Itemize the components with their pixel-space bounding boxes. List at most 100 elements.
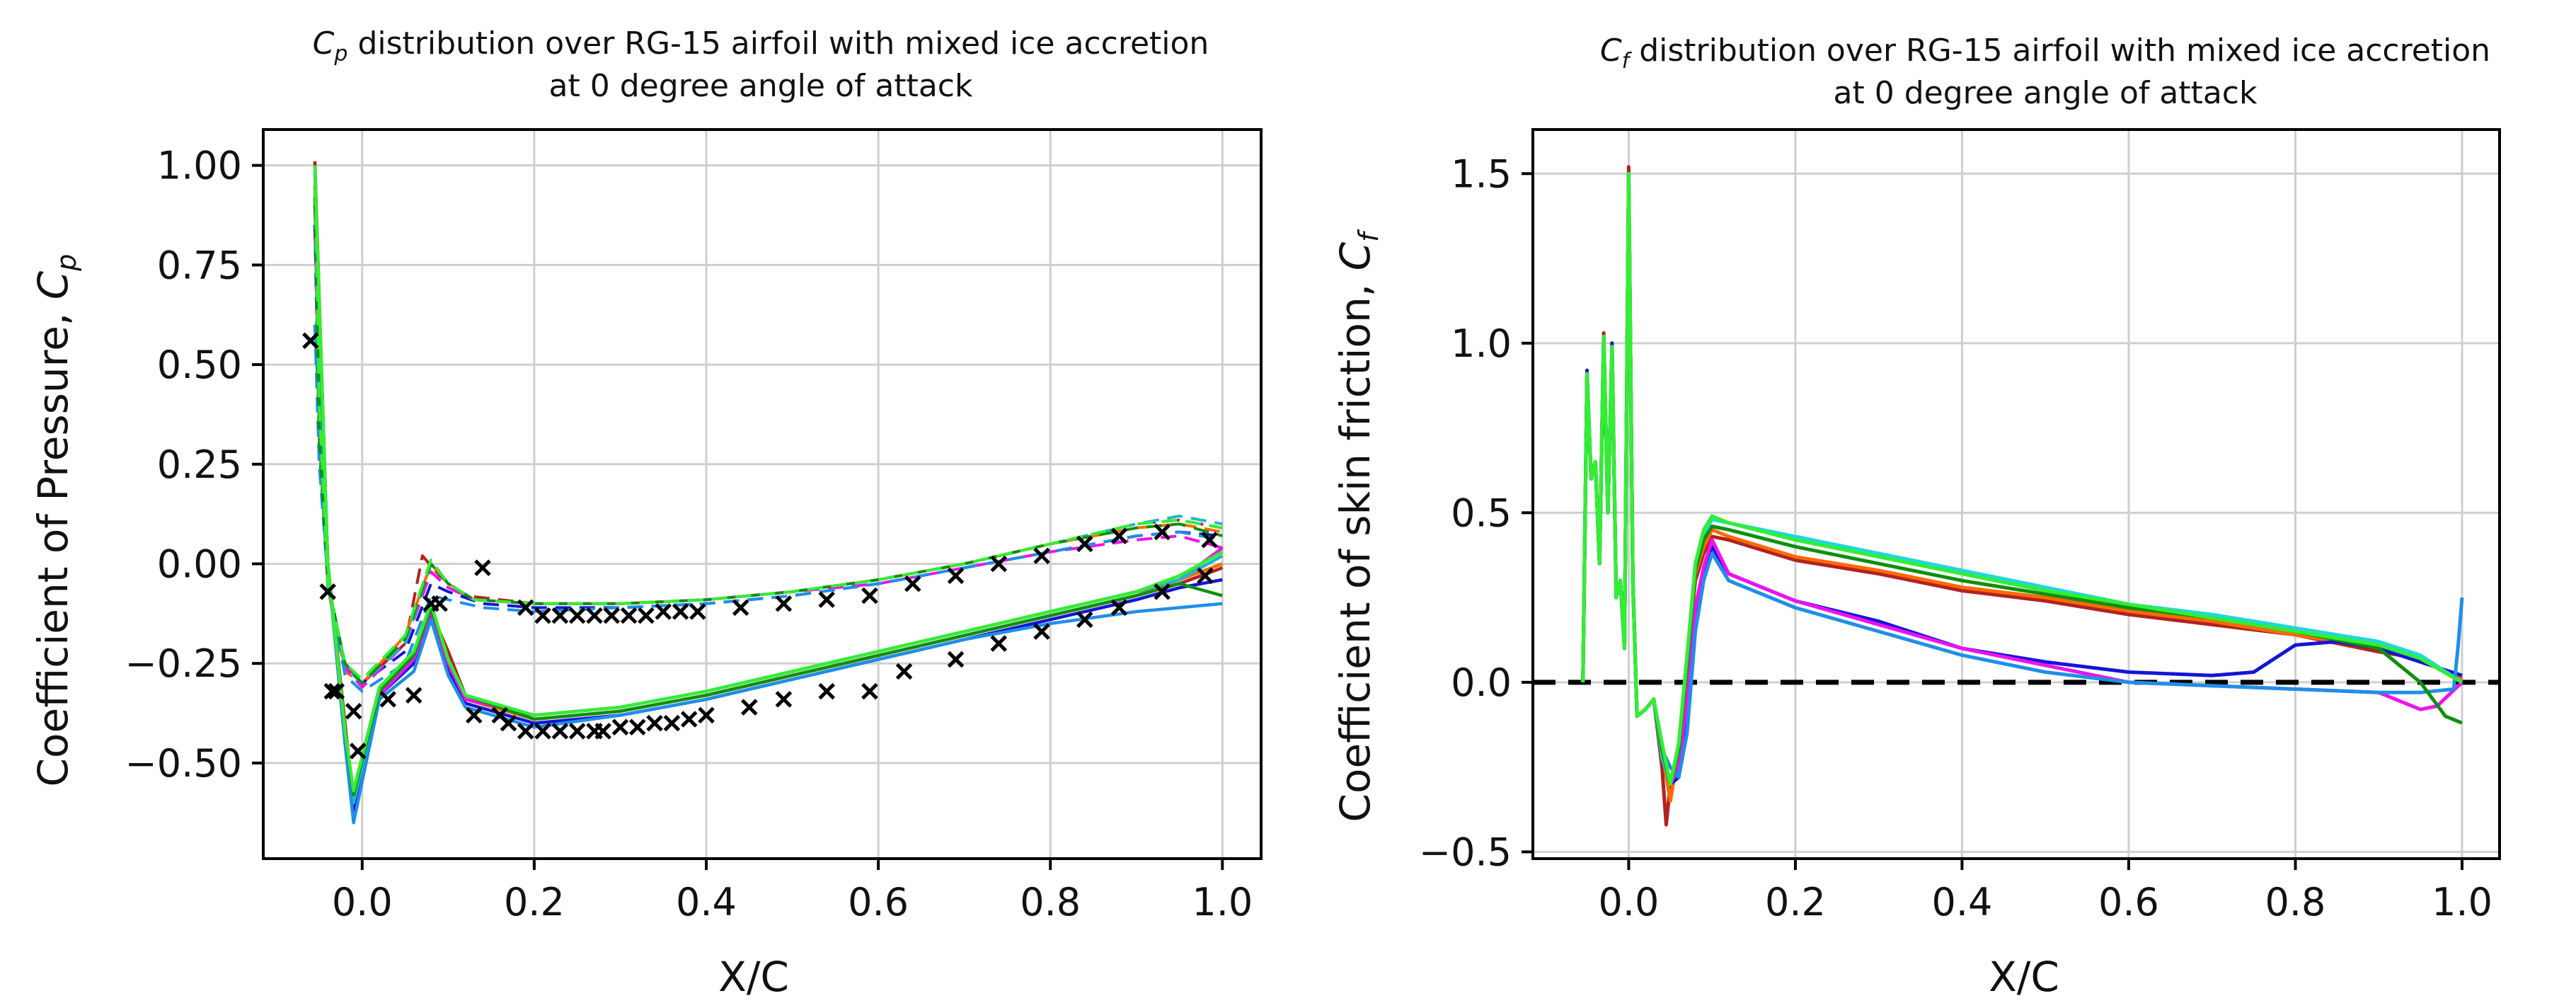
cp-ytick-label-3: 0.25 <box>157 442 242 487</box>
cf-y-axis-label: Coefficient of skin friction, Cf <box>1331 229 1384 823</box>
cp-xtick-label-1: 0.2 <box>504 880 565 924</box>
cp-experimental-point-15 <box>534 723 551 740</box>
cp-experimental-point-2 <box>323 682 341 700</box>
cp-ytick-label-5: −0.25 <box>125 641 242 686</box>
cp-chart: Cp distribution over RG-15 airfoil with … <box>29 25 1263 1001</box>
cp-experimental-point-50 <box>732 599 749 617</box>
cp-experimental-point-16 <box>551 723 569 740</box>
cp-experimental-point-59 <box>1110 527 1128 544</box>
cp-experimental-point-37 <box>1197 567 1214 585</box>
cp-series-case-3-lower <box>313 225 1223 813</box>
cp-experimental-point-30 <box>895 663 913 680</box>
cp-series-case-1-lower <box>313 161 1224 805</box>
cp-experimental-point-25 <box>698 706 715 724</box>
cf-chart: Cf distribution over RG-15 airfoil with … <box>1331 33 2501 1001</box>
cp-experimental-point-33 <box>1033 623 1050 640</box>
cp-series-case-4-lower <box>313 205 1224 805</box>
cp-series-case-3-upper <box>313 225 1223 685</box>
cp-experimental-point-20 <box>611 718 629 736</box>
cp-ticks: 0.0 0.2 0.4 0.6 0.8 1.0 1.00 0.75 0.50 0.25 0.00 −0… <box>125 144 1253 924</box>
cp-experimental-point-58 <box>1076 535 1093 553</box>
cf-x-axis-label: X/C <box>1989 953 2059 1001</box>
cp-ytick-label-2: 0.50 <box>157 343 242 387</box>
cp-experimental-point-27 <box>775 691 793 708</box>
cp-experimental-point-60 <box>1154 523 1171 541</box>
cp-experimental-point-1 <box>319 583 336 600</box>
cp-experimental-point-36 <box>1154 583 1171 600</box>
cf-xtick-label-2: 0.4 <box>1932 880 1993 924</box>
cp-experimental-point-0 <box>302 332 319 350</box>
cp-experimental-point-11 <box>474 559 491 576</box>
cf-ytick-label-4: −0.5 <box>1419 830 1512 874</box>
cp-xtick-label-3: 0.6 <box>848 880 909 924</box>
cp-series-case-6-lower <box>313 324 1223 825</box>
cp-xtick-label-2: 0.4 <box>676 880 737 924</box>
cf-ytick-label-1: 1.0 <box>1451 321 1512 366</box>
cp-xtick-label-0: 0.0 <box>332 880 393 924</box>
cf-series-case-1 <box>1581 165 2463 827</box>
cp-series-case-4-upper <box>313 205 1223 689</box>
cp-x-axis-label: X/C <box>718 953 789 1001</box>
cp-series-case-1-upper <box>313 161 1223 685</box>
cp-xtick-label-5: 1.0 <box>1192 880 1253 924</box>
cp-experimental-point-19 <box>594 723 611 740</box>
cp-experimental-point-13 <box>500 714 517 732</box>
cf-axes-frame <box>1531 128 2501 860</box>
cp-series-case-8-upper <box>313 165 1223 681</box>
cp-experimental-point-49 <box>689 603 706 620</box>
cp-experimental-point-54 <box>904 575 921 592</box>
cp-experimental-point-47 <box>655 603 672 620</box>
cp-experimental-point-29 <box>861 682 878 700</box>
cp-experimental-point-9 <box>431 595 448 612</box>
cp-experimental-point-6 <box>379 691 397 708</box>
cp-experimental-point-17 <box>568 723 586 740</box>
cf-ticks: 0.0 0.2 0.4 0.6 0.8 1.0 1.5 1.0 0.5 0.0 −0.5 <box>1419 151 2492 924</box>
cp-experimental-point-56 <box>990 555 1008 573</box>
cp-series-case-2-lower <box>313 185 1224 797</box>
cf-series <box>1581 165 2464 827</box>
cp-ytick-label-4: 0.00 <box>157 542 242 586</box>
cp-experimental-point-44 <box>603 607 621 624</box>
cp-chart-title: Cp distribution over RG-15 airfoil with … <box>313 25 1209 67</box>
cp-experimental-point-23 <box>663 714 681 732</box>
cp-experimental-point-34 <box>1076 611 1093 629</box>
cp-chart-title-line2: at 0 degree angle of attack <box>549 68 973 104</box>
cp-experimental-point-21 <box>628 718 646 736</box>
cp-ytick-label-6: −0.50 <box>125 741 242 786</box>
cp-experimental-point-40 <box>534 607 551 624</box>
cp-experimental-point-32 <box>990 635 1008 652</box>
cp-grid <box>263 130 1261 859</box>
cp-series-case-5-lower <box>313 173 1224 805</box>
cp-experimental-markers <box>302 332 1218 760</box>
cp-experimental-point-52 <box>818 591 835 608</box>
cp-experimental-point-7 <box>405 687 422 704</box>
cp-ytick-label-1: 0.75 <box>157 243 242 287</box>
cp-xtick-label-4: 0.8 <box>1020 880 1081 924</box>
cf-series-case-4 <box>1581 175 2463 786</box>
cf-chart-title-line2: at 0 degree angle of attack <box>1834 75 2258 111</box>
cf-ytick-label-2: 0.5 <box>1451 491 1512 535</box>
cp-axes-frame <box>262 128 1263 860</box>
cf-xtick-label-5: 1.0 <box>2432 880 2492 924</box>
cp-experimental-point-42 <box>568 607 586 624</box>
cp-experimental-point-26 <box>741 699 758 716</box>
cp-y-axis-label: Coefficient of Pressure, Cp <box>29 254 82 787</box>
cp-experimental-point-24 <box>680 711 698 728</box>
cf-xtick-label-1: 0.2 <box>1765 880 1826 924</box>
cf-xtick-label-4: 0.8 <box>2265 880 2326 924</box>
cp-series-case-7-lower <box>313 197 1223 797</box>
cp-experimental-point-31 <box>947 651 965 668</box>
cf-ytick-label-0: 1.5 <box>1451 151 1512 196</box>
cf-xtick-label-0: 0.0 <box>1598 880 1659 924</box>
cp-experimental-point-10 <box>466 706 483 724</box>
cf-grid <box>1533 130 2500 859</box>
cp-experimental-point-46 <box>638 607 655 624</box>
cp-experimental-point-55 <box>947 567 965 585</box>
cp-experimental-point-39 <box>517 599 534 617</box>
cp-ytick-label-0: 1.00 <box>157 144 242 188</box>
cp-experimental-point-35 <box>1110 599 1128 617</box>
cf-ytick-label-3: 0.0 <box>1451 660 1512 705</box>
cp-series <box>313 161 1224 825</box>
cp-experimental-point-38 <box>1201 531 1218 549</box>
